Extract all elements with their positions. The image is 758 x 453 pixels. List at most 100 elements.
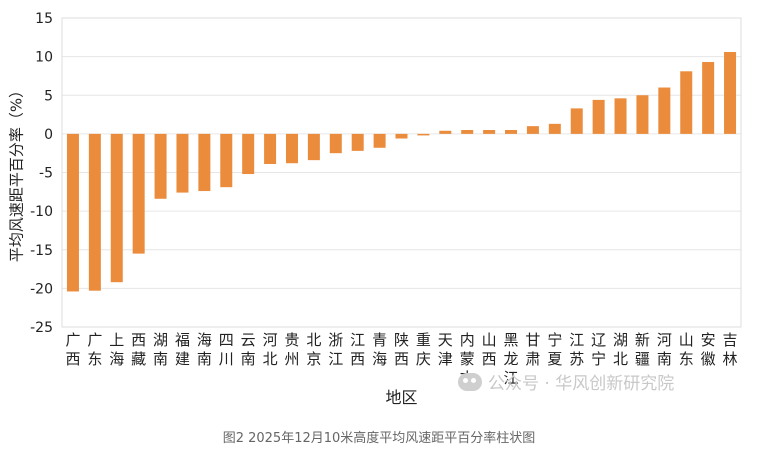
bar	[351, 133, 364, 151]
x-tick-label-char: 内	[460, 331, 475, 349]
bar	[154, 133, 167, 199]
x-tick-label-char: 林	[723, 350, 738, 368]
bar	[220, 133, 233, 188]
x-tick-label-char: 建	[175, 350, 190, 368]
plot-frame	[61, 17, 742, 328]
x-tick-label-char: 湖	[153, 331, 168, 349]
x-tick-label-char: 福	[175, 331, 190, 349]
bar	[285, 133, 298, 164]
x-tick-label-char: 上	[109, 331, 124, 349]
x-tick-label-char: 安	[701, 331, 716, 349]
x-tick-label-char: 州	[284, 350, 299, 368]
x-tick-label-char: 甘	[525, 331, 540, 349]
bar	[88, 133, 101, 291]
x-tick-label-char: 西	[394, 350, 409, 368]
x-tick-label-char: 藏	[131, 350, 146, 368]
x-tick-label-char: 海	[109, 350, 124, 368]
bar	[526, 126, 539, 134]
y-tick-labels: -25 -20 -15 -10 -5 0 5 10 15	[30, 11, 53, 336]
y-axis-label: 平均风速距平百分率（%）	[8, 83, 26, 262]
watermark: 公众号 · 华风创新研究院	[458, 369, 674, 394]
x-tick-label-char: 南	[657, 350, 672, 368]
x-tick-label-char: 蒙	[460, 350, 475, 368]
bar	[680, 71, 693, 134]
x-tick-label-char: 北	[263, 350, 278, 368]
x-tick-label-char: 东	[679, 350, 694, 368]
x-tick-label-char: 江	[350, 331, 365, 349]
bar	[461, 130, 474, 134]
bar	[505, 130, 518, 134]
x-tick-labels: 广西广东上海西藏湖南福建海南四川云南河北贵州北京浙江江西青海陕西重庆天津内蒙古山…	[65, 331, 737, 387]
x-tick-label-char: 北	[613, 350, 628, 368]
x-tick-label-char: 京	[306, 350, 321, 368]
bar	[614, 98, 627, 134]
x-tick-label-char: 陕	[394, 331, 409, 349]
x-tick-label-char: 山	[679, 331, 694, 349]
bar	[417, 133, 430, 136]
x-tick-label-char: 新	[635, 331, 650, 349]
bar	[307, 133, 320, 161]
x-tick-label-char: 南	[241, 350, 256, 368]
x-tick-label-char: 重	[416, 331, 431, 349]
x-tick-label-char: 江	[504, 369, 519, 387]
x-tick-label-char: 肃	[525, 350, 540, 368]
x-tick-label-char: 西	[131, 331, 146, 349]
x-tick-label-char: 西	[350, 350, 365, 368]
bar	[483, 130, 496, 134]
x-tick-label-char: 江	[569, 331, 584, 349]
x-tick-label-char: 东	[87, 350, 102, 368]
x-tick-label-char: 云	[241, 331, 256, 349]
x-tick-label-char: 南	[197, 350, 212, 368]
figure-caption: 图2 2025年12月10米高度平均风速距平百分率柱状图	[222, 431, 536, 446]
x-axis-label: 地区	[385, 388, 417, 407]
bar	[176, 133, 189, 193]
x-tick-label-char: 天	[438, 331, 453, 349]
x-tick-label-char: 西	[65, 350, 80, 368]
y-tick-label: -20	[30, 281, 53, 297]
bar	[548, 123, 561, 134]
x-tick-label-char: 西	[482, 350, 497, 368]
x-tick-label-char: 津	[438, 350, 453, 368]
bar	[329, 133, 342, 154]
x-tick-label-char: 南	[153, 350, 168, 368]
wechat-icon	[458, 372, 482, 391]
x-tick-label-char: 广	[65, 331, 80, 349]
x-tick-label-char: 山	[482, 331, 497, 349]
bar	[658, 87, 671, 134]
x-tick-label-char: 河	[657, 331, 672, 349]
bar	[570, 108, 583, 134]
y-tick-label: -5	[39, 166, 53, 182]
x-tick-label-char: 青	[372, 331, 387, 349]
bar	[264, 133, 277, 165]
x-tick-label-char: 苏	[569, 350, 584, 368]
bar	[724, 51, 737, 134]
x-tick-label-char: 吉	[723, 331, 738, 349]
bar	[66, 133, 79, 292]
y-tick-label: -10	[30, 204, 53, 220]
x-tick-label-char: 庆	[416, 350, 431, 368]
x-tick-label-char: 龙	[504, 350, 519, 368]
watermark-text: 公众号 · 华风创新研究院	[488, 374, 675, 394]
bar	[110, 133, 123, 283]
x-tick-label-char: 宁	[591, 350, 606, 368]
y-tick-label: 0	[44, 127, 53, 143]
bar	[439, 130, 452, 134]
y-tick-label: 5	[44, 88, 53, 104]
bar	[198, 133, 211, 192]
x-tick-label-char: 海	[372, 350, 387, 368]
y-tick-label: 15	[35, 11, 53, 27]
x-tick-label-char: 疆	[635, 350, 650, 368]
x-tick-label-char: 贵	[284, 331, 299, 349]
x-tick-label-char: 江	[328, 350, 343, 368]
bar	[132, 133, 145, 254]
bar	[373, 133, 386, 148]
bar	[702, 62, 715, 134]
x-tick-label-char: 辽	[591, 331, 606, 349]
bar	[395, 133, 408, 139]
x-tick-label-char: 川	[219, 350, 234, 368]
bar	[636, 95, 649, 134]
x-tick-label-char: 宁	[547, 331, 562, 349]
x-tick-label-char: 湖	[613, 331, 628, 349]
bar	[592, 99, 605, 134]
